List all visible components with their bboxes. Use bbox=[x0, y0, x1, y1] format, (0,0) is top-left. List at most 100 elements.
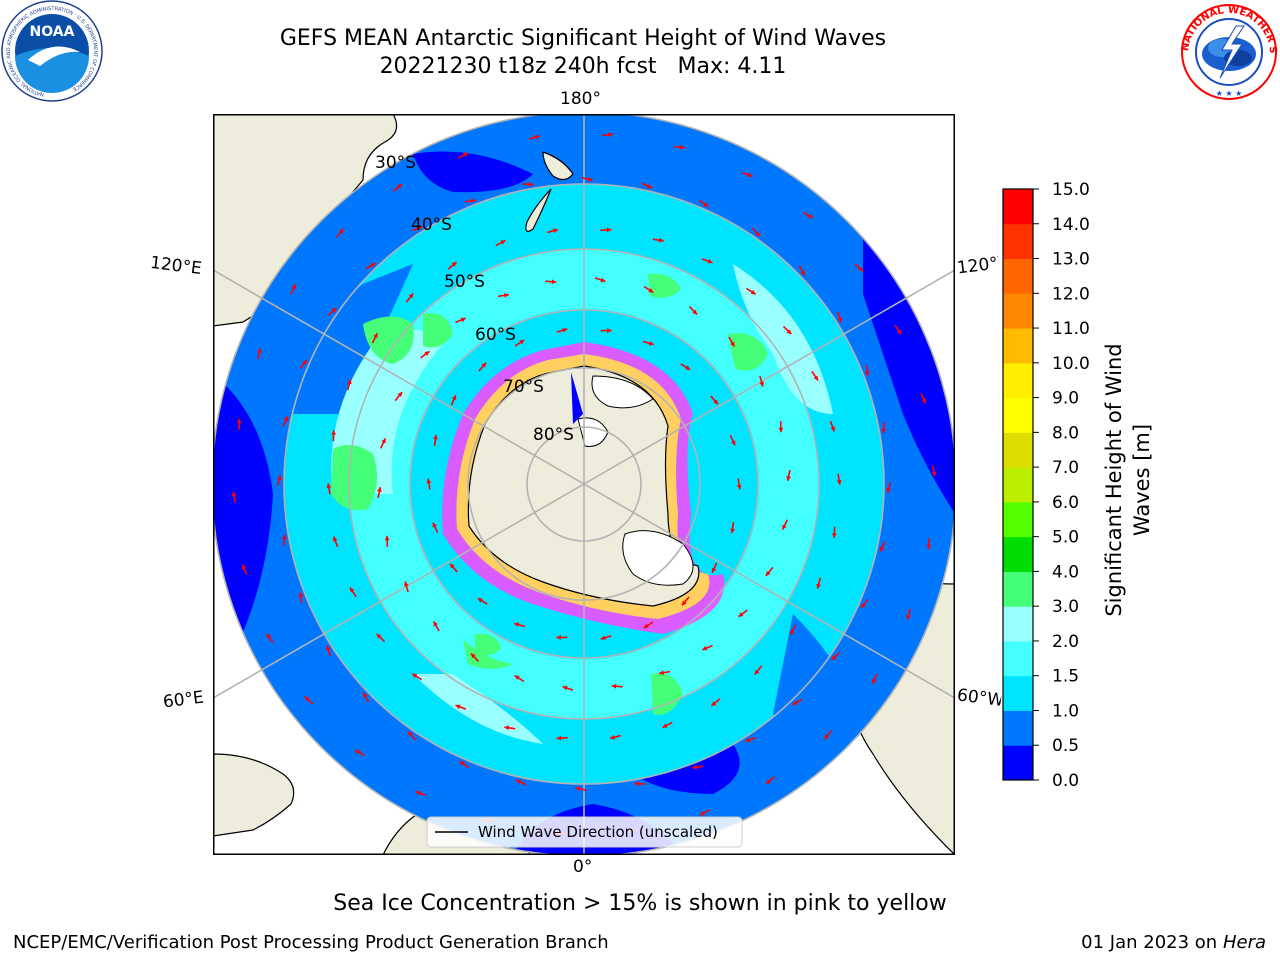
colorbar-tick-label: 11.0 bbox=[1052, 319, 1090, 339]
wave-arrow-head bbox=[646, 183, 652, 189]
lat-label-30: 30°S bbox=[375, 153, 416, 173]
colorbar: 0.0 0.5 1.0 1.5 2.0 3.0 4.0 5.0 6.0 7.0 8.0 9.0 10.0… bbox=[1002, 180, 1090, 790]
wave-arrow-head bbox=[807, 213, 813, 219]
wave-arrow-head bbox=[470, 653, 476, 659]
wave-arrow-head bbox=[331, 430, 337, 435]
wave-arrow-head bbox=[396, 184, 402, 189]
wave-arrow-head bbox=[397, 392, 403, 398]
lat-label-60: 60°S bbox=[475, 325, 516, 345]
wave-arrow-head bbox=[415, 790, 421, 796]
wave-arrow-head bbox=[370, 263, 376, 268]
svg-text:NOAA: NOAA bbox=[30, 24, 75, 40]
wave-arrow-head bbox=[325, 645, 331, 651]
wave-arrow-head bbox=[731, 440, 736, 446]
wave-arrow-head bbox=[516, 779, 522, 785]
wave-arrow-head bbox=[326, 483, 332, 489]
footer-credit: NCEP/EMC/Verification Post Processing Pr… bbox=[13, 932, 609, 953]
wave-arrow-head bbox=[534, 134, 540, 140]
colorbar-segment bbox=[1003, 501, 1033, 538]
wave-arrow-head bbox=[864, 371, 870, 376]
wave-arrow-head bbox=[451, 395, 457, 401]
wave-arrow-head bbox=[872, 678, 877, 684]
wave-arrow-head bbox=[587, 176, 593, 182]
wave-arrow-head bbox=[831, 533, 837, 538]
wave-arrow-head bbox=[786, 476, 791, 481]
colorbar-segment bbox=[1003, 432, 1033, 468]
wave-arrow-head bbox=[355, 749, 361, 755]
wave-arrow-head bbox=[881, 428, 887, 434]
wave-arrow-head bbox=[730, 341, 735, 347]
wave-arrow-head bbox=[384, 535, 390, 541]
colorbar-tick-label: 0.0 bbox=[1052, 771, 1079, 790]
colorbar-segment bbox=[1003, 258, 1033, 294]
wave-arrow-head bbox=[304, 696, 310, 702]
wave-arrow-head bbox=[792, 700, 798, 705]
wave-arrow-head bbox=[786, 329, 792, 335]
wave-arrow-head bbox=[600, 635, 606, 641]
wave-arrow-head bbox=[800, 270, 805, 276]
wave-arrow-head bbox=[276, 475, 282, 481]
lat-label-50: 50°S bbox=[444, 272, 485, 292]
wave-arrow-head bbox=[750, 289, 756, 295]
wave-arrow-head bbox=[575, 786, 581, 792]
wave-arrow-head bbox=[236, 418, 242, 424]
sea-ice-note: Sea Ice Concentration > 15% is shown in … bbox=[333, 891, 947, 916]
wave-arrow-head bbox=[931, 471, 937, 477]
colorbar-tick-label: 7.0 bbox=[1052, 458, 1079, 478]
wave-arrow-head bbox=[782, 524, 787, 530]
wave-arrow-head bbox=[711, 701, 717, 706]
wave-arrow-head bbox=[831, 655, 837, 660]
wave-arrow-head bbox=[790, 629, 795, 635]
colorbar-tick-label: 15.0 bbox=[1052, 180, 1090, 200]
wave-arrow-head bbox=[403, 581, 409, 587]
wave-arrow-head bbox=[648, 288, 654, 293]
plot-subtitle: 20221230 t18z 240h fcst Max: 4.11 bbox=[0, 54, 1166, 79]
lon-label-0: 0° bbox=[573, 857, 593, 877]
wave-arrow-head bbox=[736, 484, 742, 490]
wave-arrow-head bbox=[600, 277, 606, 283]
colorbar-segment bbox=[1003, 675, 1033, 711]
wave-arrow-head bbox=[643, 623, 649, 628]
wave-arrow-head bbox=[778, 427, 784, 433]
wave-arrow-head bbox=[766, 779, 772, 784]
wave-arrow-head bbox=[514, 622, 520, 627]
wave-arrow-head bbox=[460, 317, 466, 323]
lat-label-40: 40°S bbox=[411, 215, 452, 235]
wave-arrow-head bbox=[477, 598, 483, 603]
wave-arrow-head bbox=[283, 416, 289, 422]
wave-arrow-head bbox=[816, 583, 821, 589]
wave-arrow-head bbox=[298, 592, 304, 597]
colorbar-segment bbox=[1003, 640, 1033, 677]
wave-arrow-head bbox=[500, 240, 506, 245]
colorbar-tick-label: 4.0 bbox=[1052, 562, 1079, 582]
wave-arrow-head bbox=[759, 381, 765, 387]
wave-arrow-head bbox=[662, 723, 668, 728]
wave-arrow-head bbox=[377, 487, 382, 492]
colorbar-segment bbox=[1003, 606, 1033, 642]
wave-arrow-head bbox=[747, 172, 753, 178]
wave-arrow-head bbox=[607, 328, 612, 333]
wave-arrow-head bbox=[886, 487, 892, 493]
wave-arrow-head bbox=[699, 810, 705, 816]
wave-arrow-head bbox=[463, 152, 469, 158]
plot-title: GEFS MEAN Antarctic Significant Height o… bbox=[279, 26, 887, 51]
wave-arrow-head bbox=[332, 536, 338, 542]
colorbar-tick-label: 13.0 bbox=[1052, 250, 1090, 270]
lon-label-60e: 60°E bbox=[161, 687, 205, 713]
wave-arrow-head bbox=[331, 308, 337, 313]
colorbar-tick-label: 8.0 bbox=[1052, 423, 1079, 443]
wave-arrow-head bbox=[562, 685, 568, 691]
colorbar-segment bbox=[1003, 397, 1033, 433]
lat-label-70: 70°S bbox=[503, 377, 544, 397]
wave-arrow-head bbox=[692, 764, 697, 770]
wave-arrow-head bbox=[738, 612, 744, 617]
wave-arrow-head bbox=[528, 181, 534, 187]
wave-arrow-head bbox=[754, 669, 760, 675]
wave-arrow-head bbox=[745, 737, 751, 743]
colorbar-tick-label: 2.0 bbox=[1052, 632, 1079, 652]
wave-arrow-head bbox=[562, 327, 568, 333]
wave-arrow-head bbox=[830, 426, 836, 432]
wave-arrow-head bbox=[408, 293, 414, 299]
wave-arrow-head bbox=[349, 587, 355, 593]
colorbar-segment bbox=[1003, 710, 1033, 746]
